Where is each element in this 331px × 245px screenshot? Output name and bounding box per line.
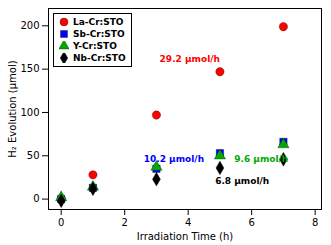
- svg-text:4: 4: [185, 217, 191, 228]
- svg-text:10.2 μmol/h: 10.2 μmol/h: [144, 154, 204, 164]
- svg-text:50: 50: [27, 150, 40, 161]
- svg-text:29.2 μmol/h: 29.2 μmol/h: [160, 54, 220, 64]
- svg-text:6: 6: [248, 217, 254, 228]
- svg-text:200: 200: [20, 20, 39, 31]
- svg-text:8: 8: [312, 217, 318, 228]
- html-text:Nb-Cr:STO: Nb-Cr:STO: [73, 53, 126, 63]
- html-text:Sb-Cr:STO: Sb-Cr:STO: [73, 29, 125, 39]
- svg-text:6.8 μmol/h: 6.8 μmol/h: [215, 176, 269, 186]
- svg-text:H₂ Evolution (μmol): H₂ Evolution (μmol): [7, 60, 18, 157]
- html-text:La-Cr:STO: La-Cr:STO: [73, 17, 124, 27]
- svg-text:Irradiation Time (h): Irradiation Time (h): [137, 231, 234, 242]
- svg-text:100: 100: [20, 107, 39, 118]
- svg-text:0: 0: [33, 193, 39, 204]
- svg-text:150: 150: [20, 63, 39, 74]
- html-text:Y-Cr:STO: Y-Cr:STO: [73, 41, 117, 51]
- svg-text:2: 2: [121, 217, 127, 228]
- svg-text:9.6 μmol/h: 9.6 μmol/h: [234, 154, 288, 164]
- svg-text:0: 0: [58, 217, 64, 228]
